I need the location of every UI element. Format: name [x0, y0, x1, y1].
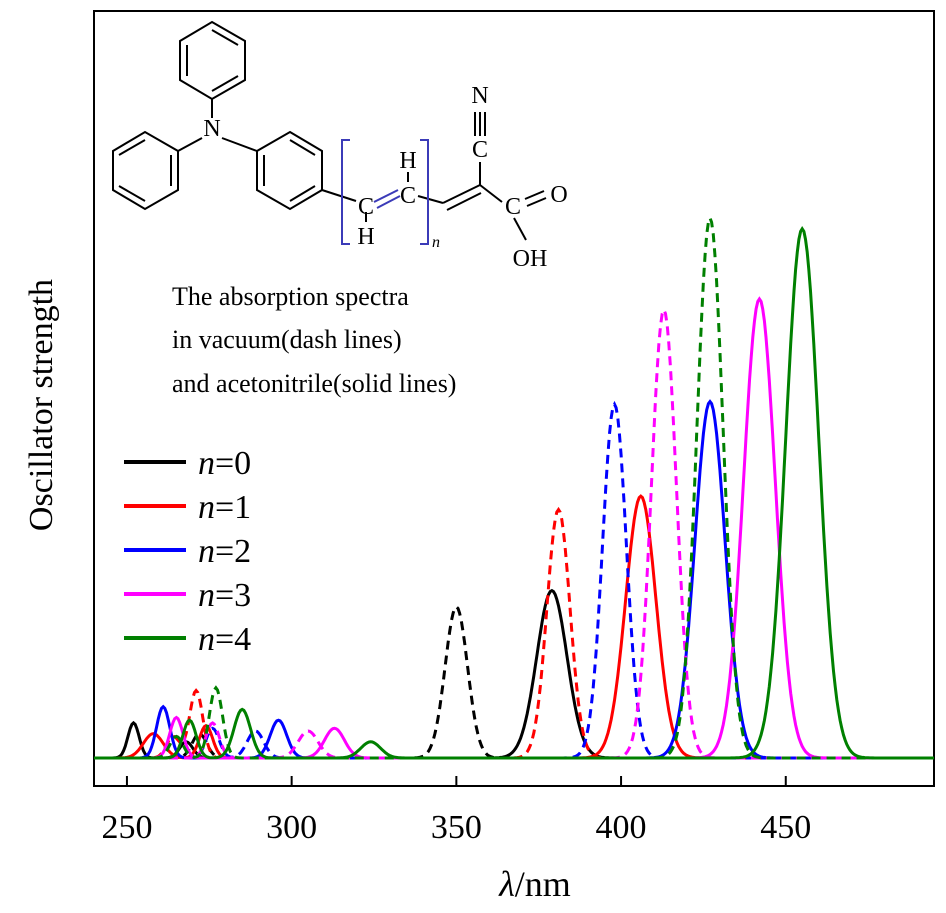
- legend-label-value: =4: [215, 621, 251, 658]
- series-curves: [94, 213, 934, 760]
- bond-c4-acid: [479, 184, 503, 203]
- series-line-n3-acetonitrile: [94, 296, 934, 760]
- series-line-n0-acetonitrile: [94, 588, 934, 760]
- annotation-line-1: The absorption spectra: [172, 282, 409, 311]
- legend-label-prefix: n: [198, 621, 215, 658]
- molecule-atom-labels: N N C H C C H n C O OH: [203, 83, 567, 272]
- annotation-line-3: and acetonitrile(solid lines): [172, 369, 456, 398]
- chain-double-bond: [373, 189, 399, 203]
- bond-acid-o-double: [526, 197, 547, 207]
- legend-label-value: =0: [215, 445, 251, 482]
- group-oh: OH: [513, 246, 548, 272]
- ring-top-inner-2: [211, 75, 239, 92]
- atom-n-cyano: N: [471, 83, 488, 109]
- ring-left-inner-2: [118, 185, 146, 202]
- phenyl-ring-top: [179, 20, 246, 101]
- x-tick-label-300: 300: [266, 809, 317, 846]
- series-line-n4-acetonitrile: [94, 226, 934, 760]
- legend-label-n4: n=4: [198, 621, 251, 658]
- legend-label-prefix: n: [198, 577, 215, 614]
- atom-h-chain-2: H: [399, 148, 416, 174]
- plot-frame: [93, 10, 935, 787]
- x-axis-label: λ/nm: [498, 864, 571, 904]
- bracket-right: [420, 139, 429, 245]
- y-axis-label: Oscillator strength: [23, 279, 60, 531]
- atom-c-acid: C: [505, 194, 521, 220]
- atom-o-carbonyl: O: [550, 182, 567, 208]
- legend-label-n1: n=1: [198, 489, 251, 526]
- x-tick-label-350: 350: [431, 809, 482, 846]
- atom-h-chain-1: H: [357, 224, 374, 250]
- ring-top-inner-1: [211, 29, 239, 46]
- bond-n-ring-right: [221, 137, 258, 152]
- atom-c-chain-1: C: [358, 194, 374, 220]
- legend-label-value: =1: [215, 489, 251, 526]
- ring-right-inner-1: [289, 139, 316, 156]
- bond-c3-c4: [442, 184, 481, 204]
- legend: n=0n=1n=2n=3n=4: [124, 445, 251, 658]
- legend-label-n3: n=3: [198, 577, 251, 614]
- legend-label-value: =2: [215, 533, 251, 570]
- phenyl-ring-left: [112, 130, 179, 211]
- ring-left-inner-3: [118, 139, 146, 156]
- legend-label-n2: n=2: [198, 533, 251, 570]
- bond-c3-c4-double: [446, 192, 482, 211]
- bond-acid-oh: [513, 217, 527, 241]
- bond-ring-chain: [321, 189, 357, 202]
- bond-c2-c3: [417, 195, 444, 204]
- molecule-structure: [112, 20, 547, 245]
- x-tick-label-250: 250: [101, 809, 152, 846]
- atom-c-chain-2: C: [400, 183, 416, 209]
- legend-label-prefix: n: [198, 445, 215, 482]
- x-axis-label-unit: /nm: [515, 864, 571, 904]
- legend-label-n0: n=0: [198, 445, 251, 482]
- phenyl-ring-right: [256, 130, 323, 211]
- x-tick-label-400: 400: [596, 809, 647, 846]
- annotation-line-2: in vacuum(dash lines): [172, 325, 402, 354]
- chain-double-bond-2: [376, 195, 401, 209]
- bond-acid-o: [524, 190, 545, 200]
- subscript-n: n: [432, 234, 440, 251]
- atom-c-cyano: C: [472, 137, 488, 163]
- bond-n-ring-left: [177, 137, 203, 152]
- atom-n-amine: N: [203, 116, 220, 142]
- ring-right-inner-2: [289, 185, 316, 202]
- x-tick-label-450: 450: [760, 809, 811, 846]
- x-axis-label-symbol: λ: [498, 864, 515, 904]
- bracket-left: [341, 139, 350, 245]
- legend-label-value: =3: [215, 577, 251, 614]
- legend-label-prefix: n: [198, 489, 215, 526]
- legend-label-prefix: n: [198, 533, 215, 570]
- x-axis-ticks: 250 300 350 400 450: [101, 776, 811, 846]
